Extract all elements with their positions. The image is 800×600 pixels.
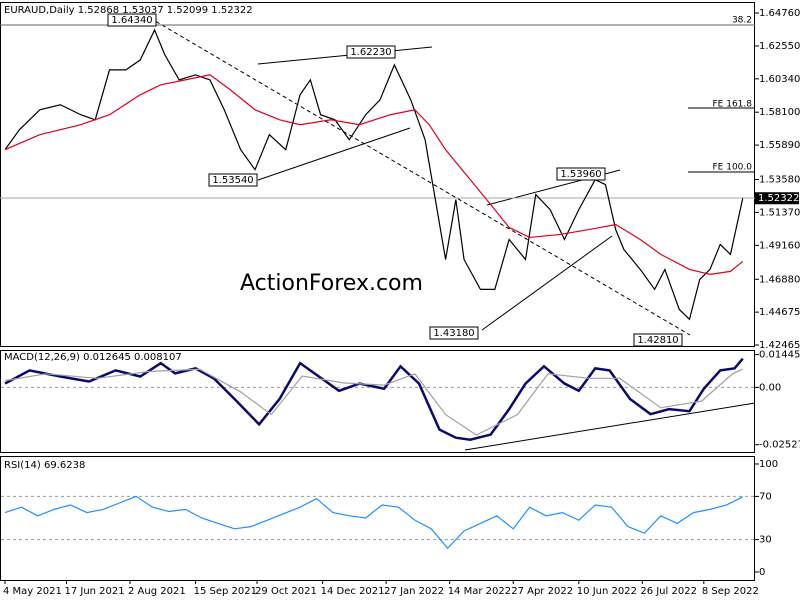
x-tick-label: 27 Jan 2022 — [384, 586, 444, 597]
y-tick-label: 1.49160 — [759, 240, 800, 251]
x-tick-label: 2 Aug 2021 — [128, 586, 186, 597]
x-tick-label: 17 Jun 2021 — [64, 586, 124, 597]
trend-line — [481, 235, 613, 331]
current-price-label: 1.52322 — [758, 193, 799, 204]
y-tick-label: 0.00 — [759, 382, 781, 393]
current-price-box — [755, 192, 799, 205]
y-tick-label: 1.64760 — [759, 8, 800, 19]
x-tick-label: 27 Apr 2022 — [511, 586, 573, 597]
macd-title: MACD(12,26,9) 0.012645 0.008107 — [4, 352, 182, 363]
rsi-title: RSI(14) 69.6238 — [4, 460, 85, 471]
y-tick-label: -0.025273 — [759, 440, 800, 451]
x-tick-label: 4 May 2021 — [3, 586, 62, 597]
x-tick-label: 8 Sep 2022 — [702, 586, 759, 597]
y-tick-label: 30 — [759, 535, 772, 546]
x-tick-label: 14 Dec 2021 — [321, 586, 385, 597]
price-title: EURAUD,Daily 1.52868 1.53037 1.52099 1.5… — [4, 5, 253, 16]
y-tick-label: 1.58100 — [759, 107, 800, 118]
price-label-box — [346, 45, 396, 59]
x-tick-label: 14 Mar 2022 — [448, 586, 511, 597]
y-tick-label: 1.62550 — [759, 41, 800, 52]
trend-lines — [0, 17, 756, 451]
x-tick-label: 29 Oct 2021 — [255, 586, 317, 597]
x-tick-label: 15 Sep 2021 — [194, 586, 257, 597]
price-panel — [0, 2, 755, 347]
trend-line — [149, 17, 691, 336]
series-line — [4, 495, 744, 550]
price-label-box — [107, 13, 157, 27]
rsi-panel — [0, 456, 755, 581]
series-line — [4, 357, 744, 442]
watermark: ActionForex.com — [240, 271, 423, 296]
series-line — [4, 28, 744, 321]
price-label: 1.64340 — [111, 15, 152, 26]
y-tick-label: 0.014451 — [759, 350, 800, 361]
y-tick-label: 1.60340 — [759, 74, 800, 85]
price-label-box — [429, 326, 479, 340]
series-line — [4, 368, 744, 436]
price-label: 1.53960 — [560, 169, 601, 180]
trend-line — [464, 402, 756, 451]
fib-label: 38.2 — [732, 16, 752, 26]
y-tick-label: 0 — [759, 567, 765, 578]
x-tick-label: 10 Jun 2022 — [577, 586, 637, 597]
x-tick-label: 26 Jul 2022 — [640, 586, 697, 597]
y-tick-label: 1.55890 — [759, 140, 800, 151]
y-tick-label: 1.51370 — [759, 207, 800, 218]
price-label: 1.53540 — [212, 175, 253, 186]
price-label-box — [633, 333, 683, 347]
y-tick-label: 1.44675 — [759, 307, 800, 318]
price-label-box — [208, 173, 258, 187]
price-label: 1.42810 — [637, 335, 678, 346]
y-tick-label: 70 — [759, 491, 772, 502]
y-tick-label: 100 — [759, 459, 778, 470]
price-label-box — [556, 167, 606, 181]
series-line — [4, 74, 744, 275]
trend-line — [257, 46, 433, 65]
trend-line — [257, 127, 411, 181]
y-tick-label: 1.42465 — [759, 340, 800, 351]
y-tick-label: 1.53580 — [759, 175, 800, 186]
fib-label: FE 161.8 — [713, 100, 753, 110]
macd-panel — [0, 350, 755, 453]
fib-label: FE 100.0 — [713, 163, 753, 173]
price-label: 1.62230 — [350, 47, 391, 58]
price-label: 1.43180 — [433, 328, 474, 339]
y-tick-label: 1.46880 — [759, 274, 800, 285]
